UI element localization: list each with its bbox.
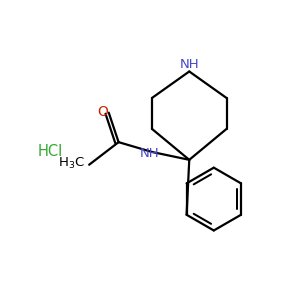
Text: HCl: HCl <box>37 145 62 160</box>
Text: H$_3$C: H$_3$C <box>58 155 85 171</box>
Text: NH: NH <box>140 147 160 160</box>
Text: O: O <box>98 105 108 119</box>
Text: NH: NH <box>179 58 199 71</box>
